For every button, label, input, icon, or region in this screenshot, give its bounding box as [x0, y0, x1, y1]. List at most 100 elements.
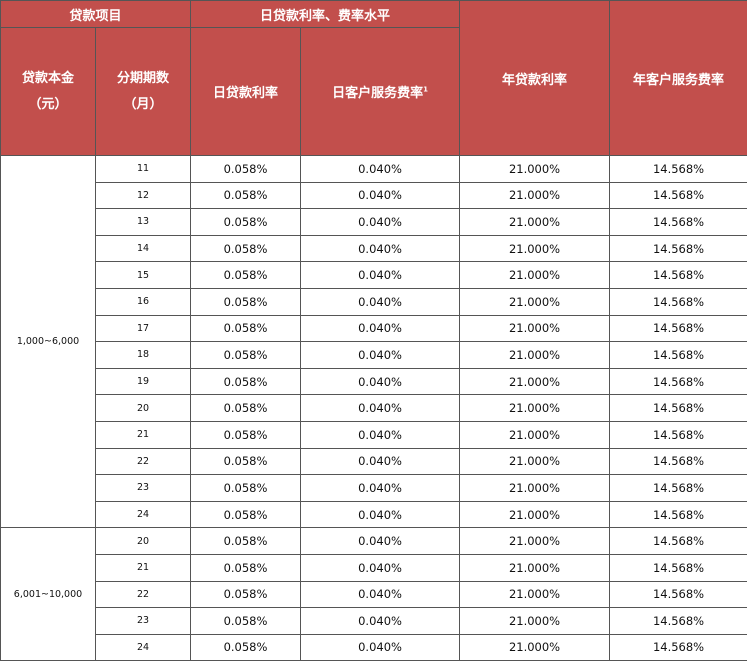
value-cell: 14.568%: [609, 527, 747, 555]
table-row: 1,000~6,000 11 0.058% 0.040% 21.000% 14.568%: [0, 154, 747, 529]
value-cell: 0.040%: [300, 500, 461, 529]
table-row: 17 0.058% 0.040% 21.000% 14.568%: [1, 314, 747, 343]
table-row: 22 0.058% 0.040% 21.000% 14.568%: [1, 447, 747, 476]
value-cell: 0.058%: [190, 181, 302, 210]
value-cell: 14.568%: [609, 553, 747, 582]
header-cell: 贷款本金 （元）: [0, 27, 96, 156]
value-cell: 14.568%: [609, 580, 747, 609]
table-row: 18 0.058% 0.040% 21.000% 14.568%: [1, 341, 747, 369]
table-row: 6,001~10,000 20 0.058% 0.040% 21.000% 14.568%: [0, 527, 747, 661]
value-cell: 21.000%: [459, 420, 611, 449]
header-text: 分期期数: [117, 70, 170, 86]
value-cell: 14.568%: [609, 394, 747, 422]
term-cell: 17: [94, 314, 192, 343]
value-cell: 0.040%: [300, 234, 461, 263]
value-cell: 0.040%: [300, 527, 461, 555]
value-cell: 14.568%: [609, 607, 747, 635]
table-row: 21 0.058% 0.040% 21.000% 14.568%: [1, 420, 747, 449]
value-cell: 0.040%: [300, 208, 461, 236]
term-cell: 19: [94, 367, 192, 396]
value-cell: 21.000%: [459, 208, 611, 236]
value-cell: 14.568%: [609, 633, 747, 661]
value-cell: 0.040%: [300, 474, 461, 502]
value-cell: 21.000%: [459, 553, 611, 582]
header-cell: 年贷款利率: [459, 0, 611, 156]
header-cell: 日贷款利率、费率水平: [190, 0, 461, 28]
value-cell: 0.058%: [190, 553, 302, 582]
value-cell: 0.058%: [190, 208, 302, 236]
header-text: 贷款本金: [21, 70, 74, 86]
term-cell: 16: [94, 287, 192, 316]
value-cell: 21.000%: [459, 287, 611, 316]
value-cell: 0.040%: [300, 341, 461, 369]
value-cell: 0.040%: [300, 580, 461, 609]
table-row: 15 0.058% 0.040% 21.000% 14.568%: [1, 261, 747, 289]
term-cell: 11: [94, 155, 192, 183]
value-cell: 21.000%: [459, 367, 611, 396]
value-cell: 21.000%: [459, 155, 611, 183]
value-cell: 0.040%: [300, 155, 461, 183]
value-cell: 0.058%: [190, 394, 302, 422]
value-cell: 0.058%: [190, 420, 302, 449]
value-cell: 21.000%: [459, 580, 611, 609]
principal-cell: 6,001~10,000: [0, 527, 96, 661]
value-cell: 14.568%: [609, 234, 747, 263]
value-cell: 0.040%: [300, 447, 461, 476]
header-row: 贷款项目 日贷款利率、费率水平 年贷款利率 年客户服务费率: [0, 0, 747, 156]
header-row: 贷款本金 （元） 分期期数 （月） 日贷款利率 日客户服务费率1: [0, 27, 747, 156]
value-cell: 21.000%: [459, 633, 611, 661]
value-cell: 0.058%: [190, 367, 302, 396]
value-cell: 21.000%: [459, 394, 611, 422]
header-text: （月）: [123, 96, 163, 112]
value-cell: 0.058%: [190, 527, 302, 555]
value-cell: 0.040%: [300, 420, 461, 449]
table-row: 13 0.058% 0.040% 21.000% 14.568%: [1, 208, 747, 236]
table-row: 24 0.058% 0.040% 21.000% 14.568%: [1, 500, 747, 529]
header-text: 日客户服务费率: [332, 86, 424, 101]
value-cell: 0.058%: [190, 341, 302, 369]
header-cell: 贷款项目: [0, 0, 192, 28]
table-row: 14 0.058% 0.040% 21.000% 14.568%: [1, 234, 747, 263]
value-cell: 0.058%: [190, 234, 302, 263]
term-cell: 15: [94, 261, 192, 289]
term-cell: 22: [94, 447, 192, 476]
term-cell: 13: [94, 208, 192, 236]
term-cell: 20: [94, 394, 192, 422]
value-cell: 0.040%: [300, 181, 461, 210]
term-cell: 22: [94, 580, 192, 609]
table-row: 20 0.058% 0.040% 21.000% 14.568%: [1, 394, 747, 422]
value-cell: 0.040%: [300, 287, 461, 316]
value-cell: 14.568%: [609, 208, 747, 236]
table-row: 12 0.058% 0.040% 21.000% 14.568%: [1, 181, 747, 210]
value-cell: 14.568%: [609, 314, 747, 343]
value-cell: 14.568%: [609, 287, 747, 316]
value-cell: 21.000%: [459, 234, 611, 263]
term-cell: 23: [94, 607, 192, 635]
value-cell: 14.568%: [609, 500, 747, 529]
term-cell: 24: [94, 633, 192, 661]
header-cell: 日贷款利率: [190, 27, 302, 156]
header-cell: 年客户服务费率: [609, 0, 747, 156]
table-body: 1,000~6,000 11 0.058% 0.040% 21.000% 14.568% 1…: [0, 154, 747, 661]
value-cell: 0.058%: [190, 261, 302, 289]
value-cell: 21.000%: [459, 181, 611, 210]
value-cell: 21.000%: [459, 314, 611, 343]
value-cell: 21.000%: [459, 527, 611, 555]
value-cell: 0.040%: [300, 633, 461, 661]
table-row: 19 0.058% 0.040% 21.000% 14.568%: [1, 367, 747, 396]
value-cell: 0.040%: [300, 261, 461, 289]
term-cell: 14: [94, 234, 192, 263]
value-cell: 0.040%: [300, 394, 461, 422]
header-text: （元）: [28, 96, 68, 112]
value-cell: 0.040%: [300, 367, 461, 396]
principal-cell: 1,000~6,000: [0, 154, 96, 529]
value-cell: 0.058%: [190, 580, 302, 609]
table-row: 22 0.058% 0.040% 21.000% 14.568%: [1, 580, 747, 609]
table-row: 16 0.058% 0.040% 21.000% 14.568%: [1, 287, 747, 316]
value-cell: 0.058%: [190, 500, 302, 529]
header-cell: 日客户服务费率1: [300, 27, 461, 156]
value-cell: 21.000%: [459, 261, 611, 289]
value-cell: 21.000%: [459, 447, 611, 476]
value-cell: 14.568%: [609, 367, 747, 396]
